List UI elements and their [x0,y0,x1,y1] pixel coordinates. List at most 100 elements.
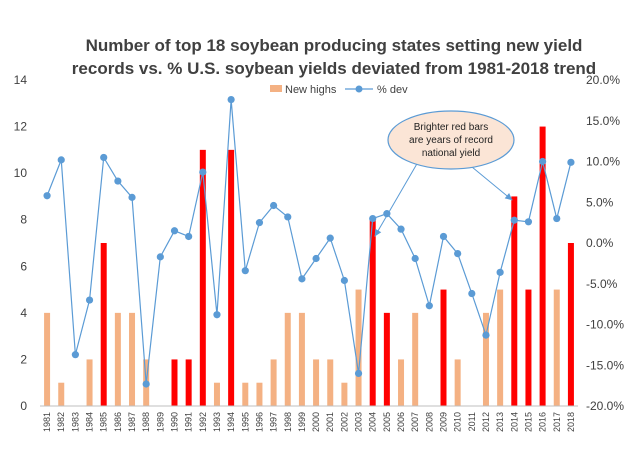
x-tick-label: 1988 [141,412,151,432]
y-right-tick-label: 5.0% [586,195,614,209]
x-tick-label: 2016 [538,412,548,432]
bar-1992 [199,149,206,407]
annotation-line-2: are years of record [409,135,493,146]
pct-dev-point-1996 [255,219,264,227]
x-tick-label: 2000 [311,412,321,432]
pct-dev-point-1995 [241,267,249,275]
pct-dev-point-1984 [85,296,94,304]
annotation-arrowhead-left [374,228,382,237]
pct-dev-point-1994 [227,95,235,104]
pct-dev-point-2017 [553,214,561,223]
bar-2007 [412,312,419,406]
bar-1985 [100,243,107,406]
pct-dev-point-1991 [185,232,193,241]
bar-2010 [454,359,461,406]
legend-swatch-new-highs [270,85,282,92]
pct-dev-point-2018 [567,158,575,166]
annotation-arrow-right [471,166,513,201]
bar-2018 [567,243,574,406]
y-right-tick-label: 15.0% [586,114,620,128]
bar-1987 [129,312,136,406]
y-left-tick-label: 8 [20,213,27,227]
pct-dev-point-2009 [439,232,448,241]
pct-dev-point-1992 [199,168,207,176]
pct-dev-line [46,99,572,385]
pct-dev-point-2006 [397,225,405,233]
x-tick-label: 2005 [382,412,392,432]
y-right-tick-label: -5.0% [586,277,618,291]
x-tick-label: 2018 [566,412,576,432]
pct-dev-point-2014 [510,216,518,224]
pct-dev-point-1982 [57,156,65,164]
y-left-tick-label: 6 [20,259,27,273]
x-tick-label: 2013 [495,412,505,432]
y-left-tick-label: 4 [20,306,27,320]
y-right-tick-label: -15.0% [586,358,624,372]
bar-2001 [327,359,334,406]
pct-dev-point-2003 [354,369,363,377]
pct-dev-point-2010 [454,249,462,258]
pct-dev-point-1997 [270,201,278,210]
pct-dev-point-2007 [411,254,419,263]
x-tick-label: 2007 [410,412,420,432]
pct-dev-point-1985 [100,153,108,162]
y-right-tick-label: -20.0% [586,399,624,413]
y-left-tick-label: 10 [14,166,28,180]
bar-1981 [44,312,51,406]
y-right-tick-label: 20.0% [586,73,620,87]
bar-1986 [114,312,121,406]
bar-2004 [369,219,376,406]
pct-dev-point-2002 [340,276,348,285]
bar-1993 [213,382,220,406]
x-tick-label: 2011 [467,412,477,431]
pct-dev-point-1990 [170,227,179,235]
x-tick-label: 1985 [99,412,109,432]
y-right-tick-label: -10.0% [586,318,624,332]
annotation-bubble [387,110,515,170]
x-tick-label: 2006 [396,412,406,432]
bar-1984 [86,359,93,406]
x-tick-label: 2010 [453,412,463,432]
x-tick-label: 1994 [226,412,236,432]
pct-dev-point-1998 [284,213,292,221]
bar-1991 [185,359,192,406]
y-left-tick-label: 12 [14,120,28,134]
pct-dev-point-2011 [468,289,476,298]
pct-dev-point-1993 [213,311,221,319]
bar-2015 [525,289,532,406]
bar-series [44,126,574,407]
pct-dev-point-1999 [298,275,306,283]
legend-swatch-pct-dev-marker [355,85,363,93]
bar-1994 [228,149,235,407]
x-tick-label: 1995 [240,412,250,432]
legend-label-new-highs: New highs [285,84,337,96]
x-tick-label: 1986 [113,412,123,432]
annotation: Brighter red bars are years of record na… [374,110,515,237]
bar-2013 [497,289,504,406]
x-tick-label: 1992 [198,412,208,432]
bar-1999 [298,312,305,406]
y-left-tick-label: 2 [20,352,27,366]
x-tick-label: 1997 [269,412,279,432]
x-tick-label: 2015 [523,412,533,432]
x-tick-label: 1999 [297,412,307,432]
x-tick-label: 1981 [42,412,52,432]
pct-dev-point-2012 [482,331,490,339]
pct-dev-point-2001 [326,234,334,242]
x-tick-label: 2001 [325,412,335,432]
x-tick-label: 1996 [254,412,264,432]
bar-2014 [511,196,518,406]
x-tick-label: 2008 [424,412,434,432]
x-tick-label: 2014 [509,412,519,432]
bar-1996 [256,382,263,406]
pct-dev-point-1986 [114,177,122,185]
pct-dev-point-1983 [71,351,79,359]
legend: New highs % dev [270,84,408,96]
bar-2009 [440,289,447,406]
x-tick-label: 1993 [212,412,222,432]
x-tick-label: 1998 [283,412,293,432]
y-left-tick-label: 0 [20,399,27,413]
pct-dev-point-2015 [524,218,533,226]
annotation-arrow-left [374,161,419,237]
